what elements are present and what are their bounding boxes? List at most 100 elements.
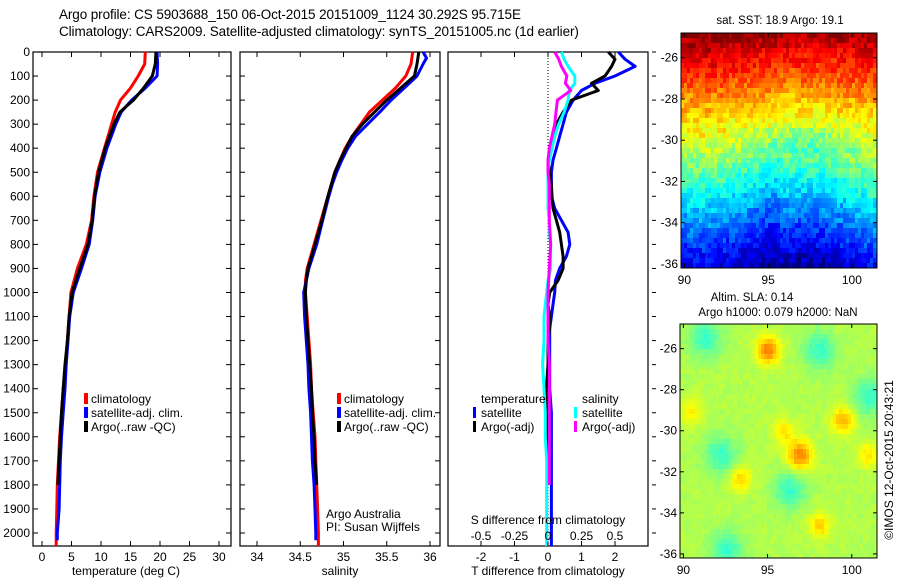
heatmap-cell: [756, 43, 760, 49]
heatmap-cell: [731, 349, 735, 355]
heatmap-cell: [783, 168, 787, 174]
heatmap-cell: [753, 93, 757, 99]
heatmap-cell: [831, 263, 835, 268]
heatmap-cell: [750, 138, 754, 144]
x-tick-label: -1: [509, 550, 520, 564]
heatmap-cell: [834, 208, 838, 214]
heatmap-cell: [680, 484, 684, 490]
heatmap-cell: [731, 384, 735, 390]
heatmap-cell: [701, 414, 705, 420]
heatmap-cell: [714, 163, 718, 169]
heatmap-cell: [828, 253, 832, 259]
heatmap-cell: [756, 33, 760, 39]
heatmap-cell: [825, 133, 829, 139]
heatmap-cell: [840, 153, 844, 159]
heatmap-cell: [798, 203, 802, 209]
heatmap-cell: [816, 263, 820, 268]
heatmap-cell: [728, 324, 732, 330]
heatmap-cell: [770, 359, 774, 365]
heatmap-cell: [705, 143, 709, 149]
heatmap-cell: [779, 394, 783, 400]
heatmap-cell: [782, 429, 786, 435]
heatmap-cell: [843, 108, 847, 114]
heatmap-cell: [681, 93, 685, 99]
heatmap-cell: [707, 444, 711, 450]
heatmap-cell: [737, 429, 741, 435]
heatmap-cell: [786, 183, 790, 189]
heatmap-cell: [684, 263, 688, 268]
heatmap-cell: [711, 228, 715, 234]
heatmap-cell: [720, 128, 724, 134]
heatmap-cell: [702, 163, 706, 169]
heatmap-cell: [729, 33, 733, 39]
heatmap-cell: [729, 128, 733, 134]
heatmap-cell: [701, 454, 705, 460]
heatmap-cell: [813, 48, 817, 54]
heatmap-cell: [858, 248, 862, 254]
heatmap-cell: [767, 434, 771, 440]
heatmap-cell: [762, 243, 766, 249]
heatmap-cell: [771, 53, 775, 59]
heatmap-cell: [746, 439, 750, 445]
heatmap-cell: [777, 83, 781, 89]
heatmap-cell: [701, 409, 705, 415]
heatmap-cell: [822, 133, 826, 139]
heatmap-cell: [753, 128, 757, 134]
heatmap-cell: [819, 58, 823, 64]
heatmap-cell: [765, 148, 769, 154]
heatmap-cell: [740, 394, 744, 400]
heatmap-cell: [752, 434, 756, 440]
heatmap-cell: [864, 258, 868, 264]
heatmap-cell: [861, 138, 865, 144]
heatmap-cell: [792, 143, 796, 149]
heatmap-cell: [771, 158, 775, 164]
heatmap-cell: [825, 108, 829, 114]
heatmap-cell: [743, 414, 747, 420]
heatmap-cell: [771, 63, 775, 69]
heatmap-cell: [686, 359, 690, 365]
heatmap-cell: [743, 544, 747, 550]
heatmap-cell: [767, 529, 771, 535]
heatmap-cell: [722, 374, 726, 380]
heatmap-cell: [726, 228, 730, 234]
heatmap-cell: [687, 163, 691, 169]
heatmap-cell: [726, 88, 730, 94]
heatmap-cell: [726, 158, 730, 164]
heatmap-cell: [749, 334, 753, 340]
heatmap-cell: [737, 339, 741, 345]
heatmap-cell: [683, 459, 687, 465]
heatmap-cell: [807, 173, 811, 179]
heatmap-cell: [867, 183, 871, 189]
heatmap-cell: [746, 469, 750, 475]
heatmap-cell: [758, 359, 762, 365]
heatmap-cell: [680, 384, 684, 390]
heatmap-cell: [810, 58, 814, 64]
heatmap-cell: [870, 248, 874, 254]
heatmap-cell: [699, 73, 703, 79]
heatmap-cell: [783, 178, 787, 184]
heatmap-cell: [764, 429, 768, 435]
heatmap-cell: [683, 324, 687, 330]
sst-map-panel: 90 95 100-26-28-30-32-34-36: [661, 32, 878, 287]
heatmap-cell: [713, 499, 717, 505]
heatmap-cell: [705, 168, 709, 174]
heatmap-cell: [713, 479, 717, 485]
heatmap-cell: [686, 464, 690, 470]
heatmap-cell: [723, 218, 727, 224]
heatmap-cell: [777, 218, 781, 224]
heatmap-cell: [861, 243, 865, 249]
heatmap-cell: [690, 108, 694, 114]
heatmap-cell: [789, 43, 793, 49]
heatmap-cell: [870, 238, 874, 244]
heatmap-cell: [831, 163, 835, 169]
heatmap-cell: [795, 33, 799, 39]
heatmap-cell: [704, 354, 708, 360]
heatmap-cell: [698, 484, 702, 490]
heatmap-cell: [708, 143, 712, 149]
heatmap-cell: [728, 414, 732, 420]
heatmap-cell: [861, 133, 865, 139]
heatmap-cell: [735, 58, 739, 64]
heatmap-cell: [692, 414, 696, 420]
heatmap-cell: [749, 454, 753, 460]
heatmap-cell: [773, 334, 777, 340]
